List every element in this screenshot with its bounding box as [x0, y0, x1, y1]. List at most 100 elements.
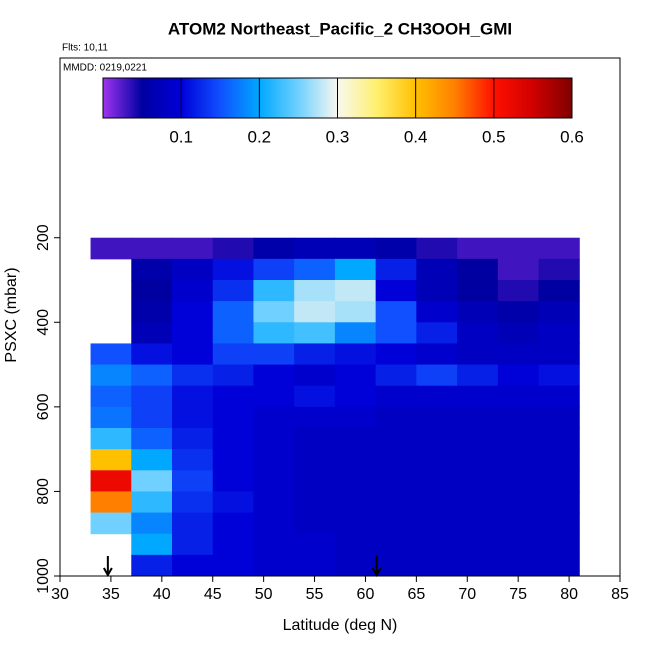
heat-cell	[131, 385, 173, 408]
heat-cell	[172, 406, 214, 429]
heat-cell	[457, 491, 499, 514]
heat-cell	[538, 491, 580, 514]
heat-cell	[497, 470, 540, 492]
heat-cell	[375, 237, 417, 260]
heat-cell	[538, 258, 580, 281]
heat-cell	[172, 449, 214, 471]
heat-cell	[538, 364, 580, 387]
heat-cell	[212, 449, 254, 471]
heat-cell	[253, 258, 295, 281]
heat-cell	[294, 554, 336, 577]
heat-cell	[90, 343, 132, 366]
x-tick-label: 65	[407, 586, 425, 603]
heat-cell	[212, 280, 254, 302]
heat-cell	[172, 491, 214, 514]
heat-cell	[90, 406, 132, 429]
heat-cell	[172, 554, 214, 577]
heat-cell	[212, 237, 254, 260]
heat-cell	[131, 470, 173, 492]
heat-cell	[212, 554, 254, 577]
heat-cell	[538, 343, 580, 366]
plot-frame	[59, 57, 621, 577]
y-axis-label: PSXC (mbar)	[3, 267, 20, 362]
heat-cell	[375, 322, 417, 344]
heat-cell	[294, 406, 336, 429]
heat-cell	[90, 428, 132, 450]
x-tick-label: 85	[611, 586, 629, 603]
heat-cell	[90, 364, 132, 387]
x-tick-label: 45	[204, 586, 222, 603]
heat-cell	[131, 301, 173, 323]
heat-cell	[294, 385, 336, 408]
heat-cell	[131, 258, 173, 281]
marker-arrowhead	[102, 567, 113, 578]
y-tick-label: 400	[35, 309, 52, 336]
heat-cell	[457, 258, 499, 281]
heat-cell	[131, 533, 173, 556]
heat-cell	[294, 322, 336, 344]
heat-cell	[457, 428, 499, 450]
heat-cell	[457, 554, 499, 577]
heat-cell	[212, 322, 254, 344]
x-tick-label: 35	[102, 586, 120, 603]
heat-cell	[375, 491, 417, 514]
heat-cell	[416, 258, 458, 281]
heat-cell	[131, 237, 173, 260]
heat-cell	[416, 343, 458, 366]
heat-cell	[416, 364, 458, 387]
heat-cell	[294, 364, 336, 387]
heat-cell	[416, 428, 458, 450]
heat-cell	[334, 533, 377, 556]
heat-cell	[212, 385, 254, 408]
heat-cell	[538, 280, 580, 302]
heat-cell	[538, 554, 580, 577]
heat-cell	[334, 322, 377, 344]
heat-cell	[457, 301, 499, 323]
heat-cell	[457, 237, 499, 260]
heat-cell	[253, 406, 295, 429]
heat-cell	[212, 512, 254, 535]
heat-cell	[253, 301, 295, 323]
heat-cell	[457, 533, 499, 556]
heat-cell	[172, 322, 214, 344]
heat-cell	[538, 237, 580, 260]
heat-cell	[90, 512, 132, 535]
heat-cell	[212, 428, 254, 450]
heat-cell	[497, 491, 540, 514]
heat-cell	[212, 301, 254, 323]
x-tick-label: 30	[51, 586, 69, 603]
heat-cell	[334, 554, 377, 577]
heat-cell	[497, 322, 540, 344]
heat-cell	[497, 428, 540, 450]
x-tick-label: 60	[357, 586, 375, 603]
heat-cell	[294, 301, 336, 323]
heat-cell	[375, 280, 417, 302]
heat-cell	[457, 470, 499, 492]
heat-cell	[253, 237, 295, 260]
heat-cell	[497, 533, 540, 556]
heat-cell	[253, 554, 295, 577]
colorbar-tick-label: 0.6	[560, 127, 584, 146]
heat-cell	[212, 406, 254, 429]
heat-cell	[253, 428, 295, 450]
heat-cell	[212, 343, 254, 366]
heat-cell	[497, 449, 540, 471]
y-tick-label: 800	[35, 478, 52, 505]
heat-cell	[253, 280, 295, 302]
chart-title: ATOM2 Northeast_Pacific_2 CH3OOH_GMI	[168, 19, 512, 38]
heat-cell	[294, 533, 336, 556]
colorbar-tick-label: 0.2	[248, 127, 272, 146]
heat-cell	[172, 258, 214, 281]
heat-cell	[416, 512, 458, 535]
x-axis-label: Latitude (deg N)	[283, 617, 398, 634]
heat-cell	[212, 533, 254, 556]
heat-cell	[294, 237, 336, 260]
heat-cell	[375, 449, 417, 471]
heat-cell	[375, 512, 417, 535]
heat-cell	[172, 470, 214, 492]
heat-cell	[334, 491, 377, 514]
heat-cell	[212, 470, 254, 492]
heat-cell	[90, 449, 132, 471]
heat-cell	[253, 322, 295, 344]
